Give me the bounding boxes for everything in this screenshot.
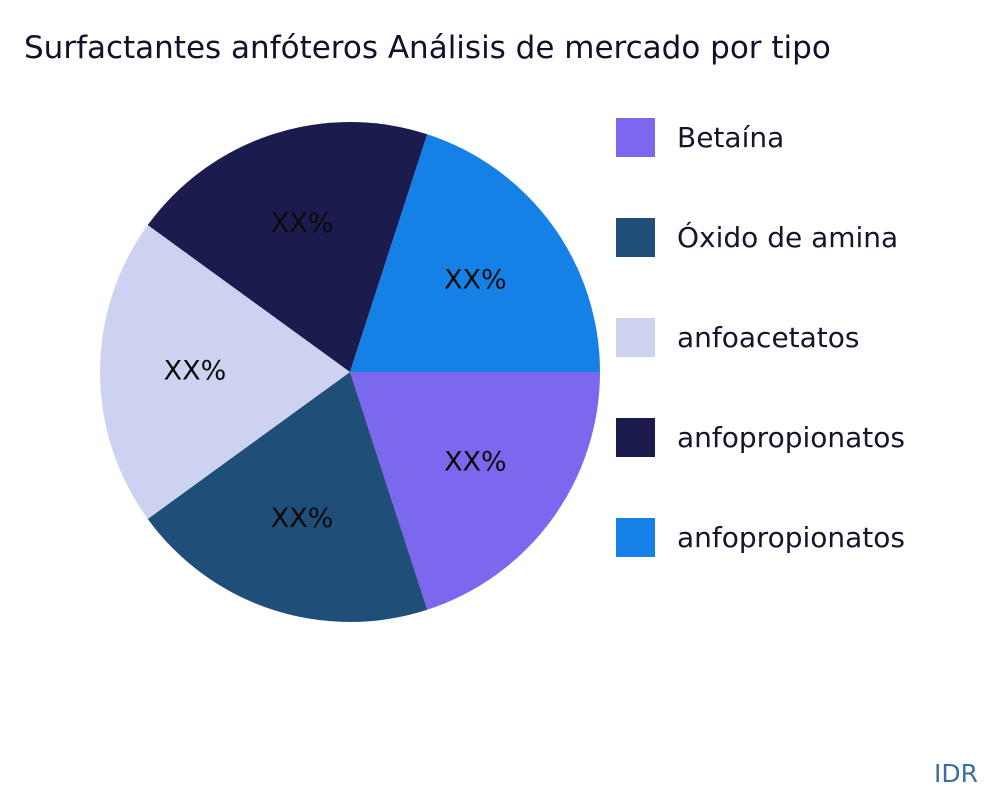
chart-title: Surfactantes anfóteros Análisis de merca… [24, 30, 831, 66]
legend-item-4: anfopropionatos [616, 418, 905, 457]
legend-label-2: Óxido de amina [677, 221, 899, 254]
legend-swatch-3 [616, 318, 655, 357]
watermark-idr: IDR [934, 759, 978, 788]
legend-label-5: anfopropionatos [677, 521, 905, 554]
pie-slice-label-4: XX% [271, 208, 334, 239]
legend: Betaína Óxido de amina anfoacetatos anfopro… [616, 118, 905, 618]
legend-item-2: Óxido de amina [616, 218, 905, 257]
pie-slice-label-5: XX% [444, 264, 507, 295]
legend-item-3: anfoacetatos [616, 318, 905, 357]
legend-label-4: anfopropionatos [677, 421, 905, 454]
legend-item-1: Betaína [616, 118, 905, 157]
pie-slice-3 [100, 225, 350, 519]
legend-swatch-1 [616, 118, 655, 157]
pie-slice-2 [147, 372, 428, 622]
pie-slice-4 [147, 122, 428, 373]
legend-label-1: Betaína [677, 121, 785, 154]
pie-slice-label-1: XX% [444, 447, 507, 478]
legend-item-5: anfopropionatos [616, 518, 905, 557]
legend-swatch-4 [616, 418, 655, 457]
pie-slice-label-3: XX% [164, 356, 227, 387]
pie-slice-label-2: XX% [271, 503, 334, 534]
pie-slice-5 [350, 134, 600, 372]
legend-label-3: anfoacetatos [677, 321, 860, 354]
legend-swatch-5 [616, 518, 655, 557]
pie-slice-1 [350, 372, 600, 610]
legend-swatch-2 [616, 218, 655, 257]
